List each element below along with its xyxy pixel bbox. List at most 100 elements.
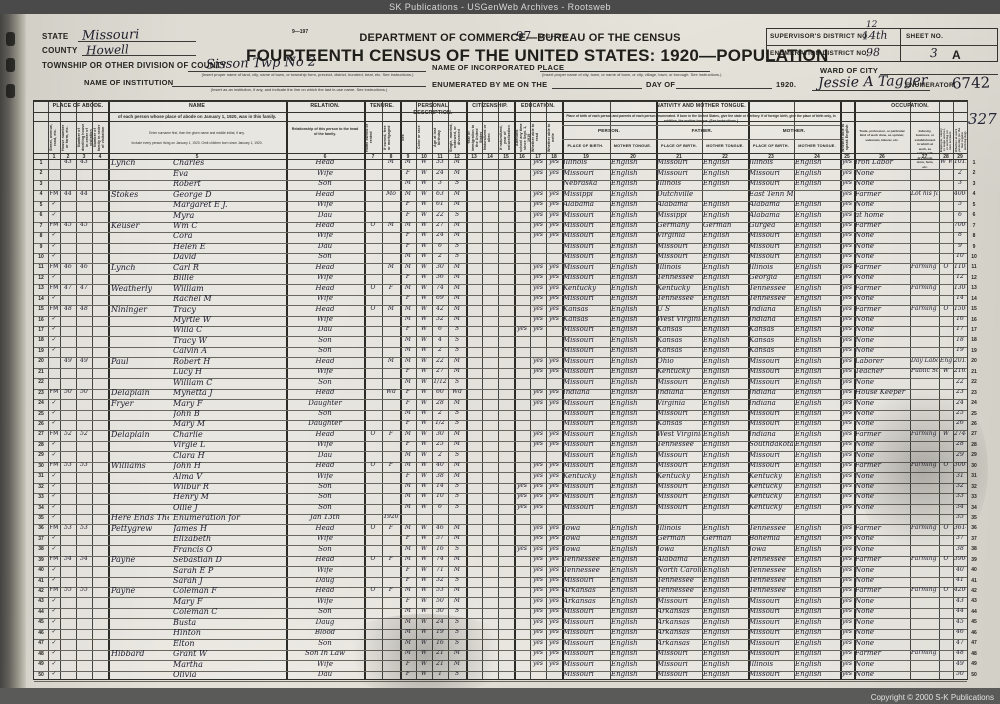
cell-farmschedule-39: 3900 — [954, 556, 966, 563]
cell-father-tongue-47: English — [703, 639, 730, 647]
row-number-left-15: 15 — [38, 306, 44, 313]
cell-age-28: 25 — [436, 441, 444, 448]
row-rule-46 — [34, 639, 967, 641]
colhead-vertical-15: Whether able to read — [531, 123, 539, 152]
cell-age-24: 28 — [436, 399, 444, 406]
cell-maritalstatus-18: S — [454, 336, 460, 343]
census-sheet: State Missouri County Howell Township or… — [0, 14, 1000, 694]
name-instruction-title: of each person whose place of abode on J… — [117, 114, 277, 119]
cell-farmschedule-41: 41 — [956, 577, 964, 583]
cell-relation-4: Head — [315, 190, 335, 198]
row-number-left-17: 17 — [38, 327, 44, 334]
cell-farmschedule-34: 34 — [956, 503, 964, 510]
cell-mothertongue-13: English — [611, 284, 638, 292]
cell-race-7: W — [420, 222, 428, 229]
row-number-right-30: 30 — [971, 462, 977, 469]
cell-school-34: yes — [516, 503, 528, 510]
cell-mothertongue-6: English — [611, 211, 638, 219]
cell-relation-6: Dau — [317, 211, 333, 219]
cell-maritalstatus-31: M — [453, 472, 461, 479]
cell-mother-birthplace-1: Illinois — [749, 159, 774, 167]
cell-father-tongue-43: English — [703, 597, 730, 605]
cell-maritalstatus-21: M — [453, 368, 461, 375]
label-day-of: day of — [646, 80, 676, 89]
occupation-instruction-28: Employer, salary or wage worker, or work… — [939, 128, 953, 152]
row-number-left-49: 49 — [38, 661, 44, 668]
cell-age-11: 30 — [436, 263, 444, 270]
cell-farmschedule-19: 19 — [956, 347, 964, 354]
column-divider-23 — [794, 101, 795, 679]
cell-industry-4: Lot his family doing the Lot — [911, 190, 938, 197]
row-rule-30 — [34, 472, 967, 474]
group-nativity: Nativity and Mother Tongue. — [656, 103, 746, 109]
cell-sex-4: M — [404, 190, 412, 197]
cell-father-tongue-29: English — [703, 451, 730, 459]
cell-mother-tongue-17: English — [795, 326, 822, 334]
column-number-3: 3 — [82, 153, 86, 160]
cell-race-42: W — [420, 587, 428, 594]
cell-farmschedule-45: 45 — [956, 618, 964, 625]
cell-birthplace-9: Missouri — [563, 242, 594, 250]
cell-speaks-english-6: yes — [841, 211, 853, 218]
cell-father-birthplace-18: Kansas — [657, 336, 683, 344]
row-number-right-45: 45 — [971, 619, 977, 626]
label-sheet-no: Sheet No. — [906, 33, 944, 40]
cell-farmschedule-13: 1300 — [954, 284, 966, 291]
cell-mothertongue-40: English — [611, 566, 638, 574]
cell-street-33: ✓ — [51, 493, 57, 500]
cell-speaks-english-49: yes — [841, 660, 853, 667]
cell-race-41: W — [420, 577, 428, 583]
cell-occupation-28: None — [855, 441, 874, 449]
cell-mother-tongue-24: English — [795, 399, 822, 407]
cell-industry-36: Farming — [911, 524, 937, 531]
cell-maritalstatus-8: M — [453, 232, 461, 239]
cell-race-36: W — [420, 524, 428, 531]
cell-occupation-27: Farmer — [855, 430, 882, 438]
cell-birthplace-46: Missouri — [563, 629, 594, 637]
cell-mother-birthplace-39: Tennessee — [749, 556, 786, 564]
cell-mother-tongue-43: English — [795, 597, 822, 605]
cell-age-13: 74 — [436, 284, 444, 291]
page-number: 97 — [516, 29, 532, 43]
cell-street-5: ✓ — [51, 201, 57, 208]
cell-givenname-42: Coleman F — [173, 587, 217, 596]
cell-maritalstatus-28: M — [453, 441, 461, 448]
group-place-of-abode: Place of Abode. — [52, 103, 104, 109]
cell-birthplace-22: Missouri — [563, 378, 594, 386]
cell-father-tongue-39: English — [703, 556, 730, 564]
cell-freemortgage-15: M — [387, 305, 395, 312]
cell-farmschedule-9: 9 — [958, 242, 962, 249]
cell-freemortgage-36: F — [388, 524, 394, 531]
cell-maritalstatus-30: M — [453, 462, 461, 469]
cell-write-40: yes — [548, 566, 560, 573]
cell-sex-7: M — [404, 222, 412, 229]
cell-speaks-english-27: yes — [841, 430, 853, 437]
cell-farmschedule-15: 1500 — [954, 305, 966, 312]
column-number-15: 15 — [503, 153, 509, 160]
cell-mother-tongue-42: English — [795, 587, 822, 595]
cell-sex-18: M — [404, 336, 412, 343]
cell-sex-46: M — [404, 629, 412, 636]
cell-speaks-english-5: yes — [841, 201, 853, 208]
cell-race-4: W — [420, 190, 428, 197]
cell-write-43: yes — [548, 597, 560, 604]
cell-speaks-english-34: yes — [841, 503, 853, 510]
cell-surname-13: Weatherly — [111, 284, 153, 293]
cell-givenname-27: Charlie — [173, 430, 203, 439]
cell-owned-15: O — [370, 305, 376, 312]
cell-age-18: 4 — [438, 336, 442, 343]
header-rule-1 — [34, 112, 967, 113]
row-number-left-18: 18 — [38, 337, 44, 344]
cell-father-birthplace-9: Missouri — [657, 242, 688, 250]
cell-occupation-45: None — [855, 618, 874, 626]
cell-mother-birthplace-41: Tennessee — [749, 577, 786, 584]
cell-mothertongue-31: English — [611, 472, 638, 480]
cell-occupation-1: Iron Labor — [855, 159, 893, 167]
row-rule-17 — [34, 336, 967, 338]
cell-mother-tongue-25: English — [795, 409, 822, 417]
cell-write-4: yes — [548, 190, 560, 197]
cell-write-49: yes — [548, 660, 560, 667]
column-number-5: 5 — [195, 153, 199, 160]
cell-farmschedule-5: 5 — [958, 201, 962, 208]
column-number-25: 25 — [844, 153, 850, 160]
